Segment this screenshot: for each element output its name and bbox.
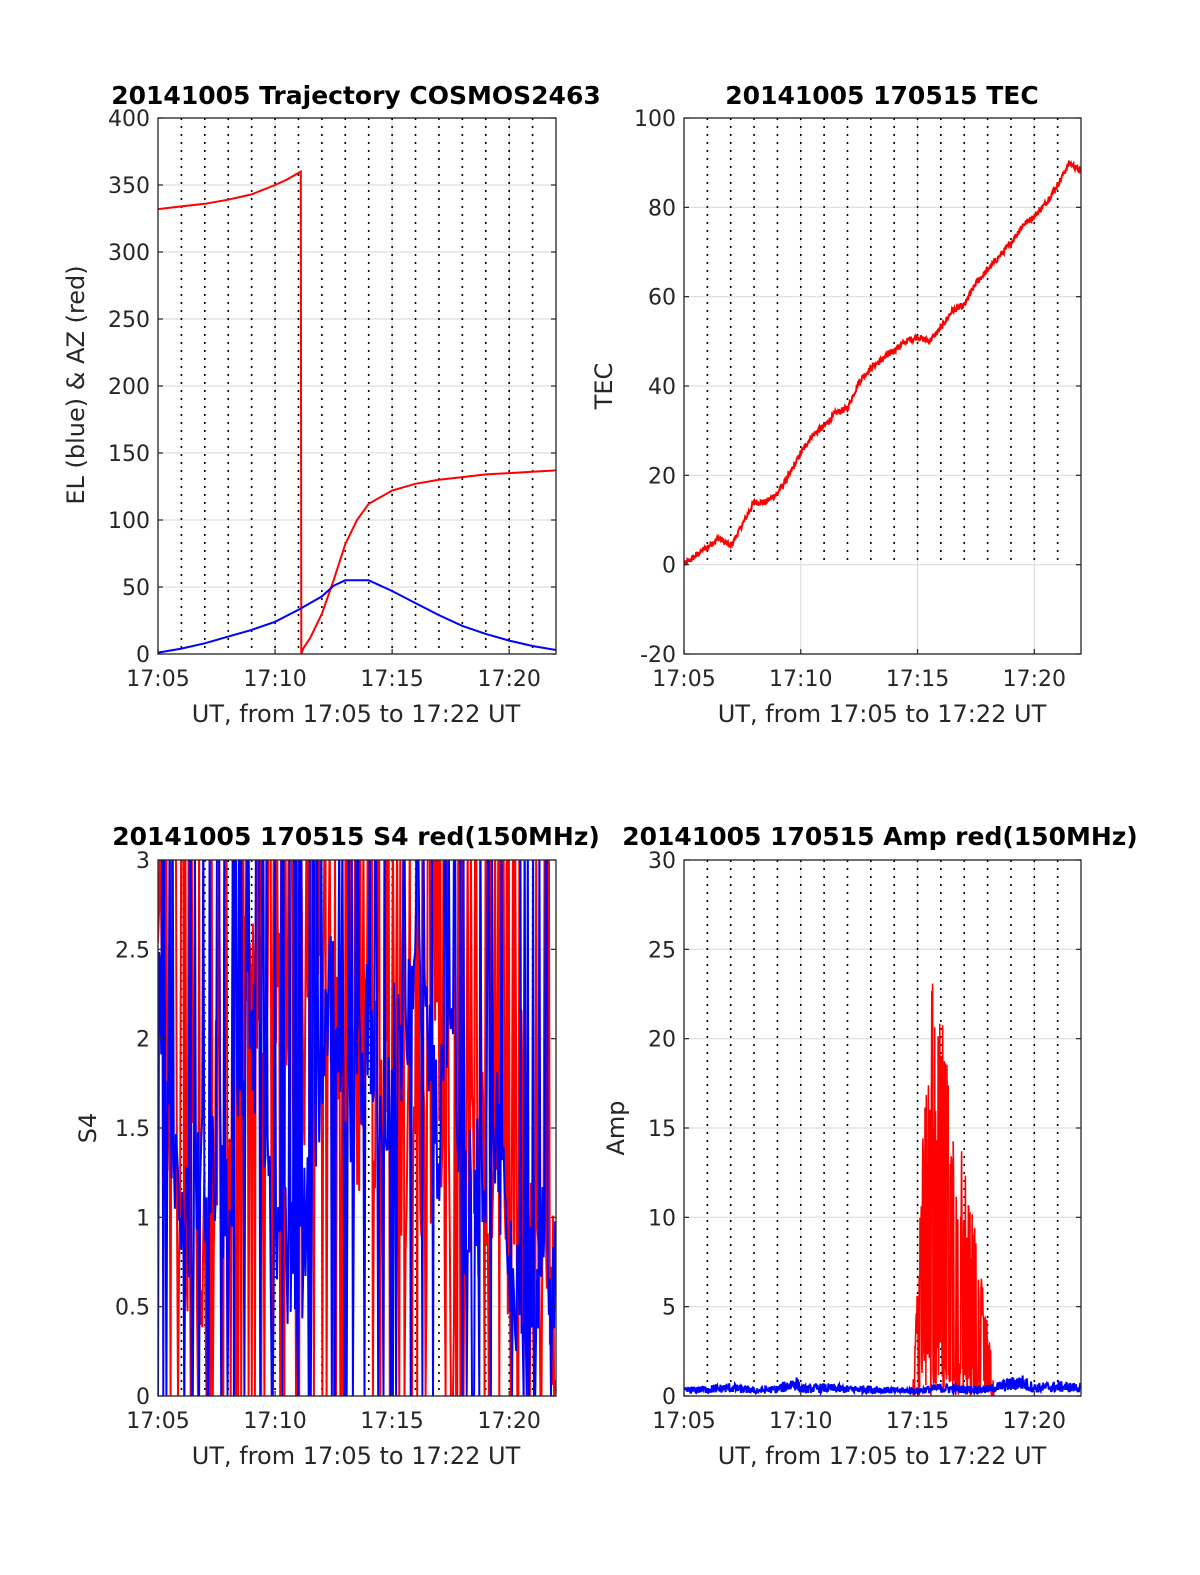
panel-tec: 20141005 170515 TEC TEC UT, from 17:05 t… [590, 81, 1082, 728]
x-tick-label: 17:05 [652, 1409, 715, 1434]
y-tick-label: 200 [108, 375, 150, 400]
x-tick-label: 17:05 [126, 1409, 189, 1434]
y-tick-label: 0 [662, 1385, 676, 1410]
y-tick-label: 3 [136, 849, 150, 874]
y-tick-label: 350 [108, 174, 150, 199]
y-tick-label: 250 [108, 308, 150, 333]
x-tick-label: 17:20 [477, 1409, 540, 1434]
x-axis-label-tec: UT, from 17:05 to 17:22 UT [718, 700, 1047, 728]
y-tick-label: 1.5 [115, 1117, 150, 1142]
y-tick-label: 5 [662, 1296, 676, 1321]
x-tick-label: 17:15 [360, 667, 423, 692]
y-tick-label: 2.5 [115, 938, 150, 963]
x-axis-label-amp: UT, from 17:05 to 17:22 UT [718, 1442, 1047, 1470]
plot-area-tec: -20 0 20 40 60 80 100 17:05 17:10 17:15 17:20 [634, 107, 1082, 692]
series-group [158, 860, 556, 1396]
y-tick-label: 30 [648, 849, 676, 874]
plot-area-amp: 0 5 10 15 20 25 30 17:05 17:10 17:15 17:20 [648, 849, 1082, 1434]
y-axis-label-amp: Amp [602, 1100, 630, 1155]
x-tick-label: 17:15 [886, 1409, 949, 1434]
y-tick-label: 0.5 [115, 1296, 150, 1321]
y-tick-label: 25 [648, 938, 676, 963]
series-line [684, 1375, 1081, 1396]
chart-title-tec: 20141005 170515 TEC [725, 81, 1038, 110]
series-line [912, 983, 996, 1396]
x-tick-label: 17:15 [886, 667, 949, 692]
chart-title-s4: 20141005 170515 S4 red(150MHz) [112, 822, 600, 851]
x-tick-label: 17:10 [769, 1409, 832, 1434]
y-axis-label-tec: TEC [590, 363, 618, 411]
plot-area-trajectory: 0 50 100 150 200 250 300 350 400 17:05 17:10 17:15 1… [108, 107, 557, 692]
x-tick-label: 17:20 [1003, 1409, 1066, 1434]
y-axis-label-s4: S4 [74, 1113, 102, 1144]
x-tick-label: 17:10 [243, 667, 306, 692]
y-tick-label: 300 [108, 241, 150, 266]
series-line [158, 860, 556, 1396]
series-line [158, 579, 556, 654]
y-tick-label: 2 [136, 1028, 150, 1053]
panel-amp: 20141005 170515 Amp red(150MHz) Amp UT, … [602, 822, 1138, 1470]
y-axis-label-trajectory: EL (blue) & AZ (red) [62, 265, 90, 504]
panel-s4: 20141005 170515 S4 red(150MHz) S4 UT, fr… [74, 822, 600, 1470]
x-tick-label: 17:10 [769, 667, 832, 692]
y-tick-label: 0 [136, 643, 150, 668]
y-tick-label: 40 [648, 375, 676, 400]
chart-title-trajectory: 20141005 Trajectory COSMOS2463 [111, 81, 601, 110]
series-group [684, 159, 1081, 566]
x-axis-label-trajectory: UT, from 17:05 to 17:22 UT [192, 700, 521, 728]
y-tick-label: 50 [122, 576, 150, 601]
y-tick-label: 400 [108, 107, 150, 132]
x-axis-label-s4: UT, from 17:05 to 17:22 UT [192, 1442, 521, 1470]
y-tick-label: 20 [648, 1028, 676, 1053]
x-tick-label: 17:10 [243, 1409, 306, 1434]
chart-title-amp: 20141005 170515 Amp red(150MHz) [622, 822, 1138, 851]
y-tick-label: 15 [648, 1117, 676, 1142]
y-tick-label: 100 [108, 509, 150, 534]
y-tick-label: 1 [136, 1206, 150, 1231]
x-tick-label: 17:20 [477, 667, 540, 692]
x-tick-label: 17:05 [652, 667, 715, 692]
plot-area-s4: 0 0.5 1 1.5 2 2.5 3 17:05 17:10 17:15 17:20 [115, 849, 557, 1434]
x-tick-label: 17:15 [360, 1409, 423, 1434]
y-tick-label: 10 [648, 1206, 676, 1231]
y-tick-label: 150 [108, 442, 150, 467]
y-tick-label: 60 [648, 286, 676, 311]
x-tick-label: 17:05 [126, 667, 189, 692]
y-tick-label: 0 [136, 1385, 150, 1410]
y-tick-label: 100 [634, 107, 676, 132]
y-tick-label: -20 [640, 643, 676, 668]
y-tick-label: 80 [648, 196, 676, 221]
y-tick-label: 0 [662, 554, 676, 579]
series-group [158, 169, 556, 654]
series-line [684, 159, 1081, 566]
series-line [158, 169, 556, 654]
y-tick-label: 20 [648, 464, 676, 489]
panel-trajectory: 20141005 Trajectory COSMOS2463 EL (blue)… [62, 81, 601, 728]
x-tick-label: 17:20 [1003, 667, 1066, 692]
series-group [684, 983, 1081, 1396]
